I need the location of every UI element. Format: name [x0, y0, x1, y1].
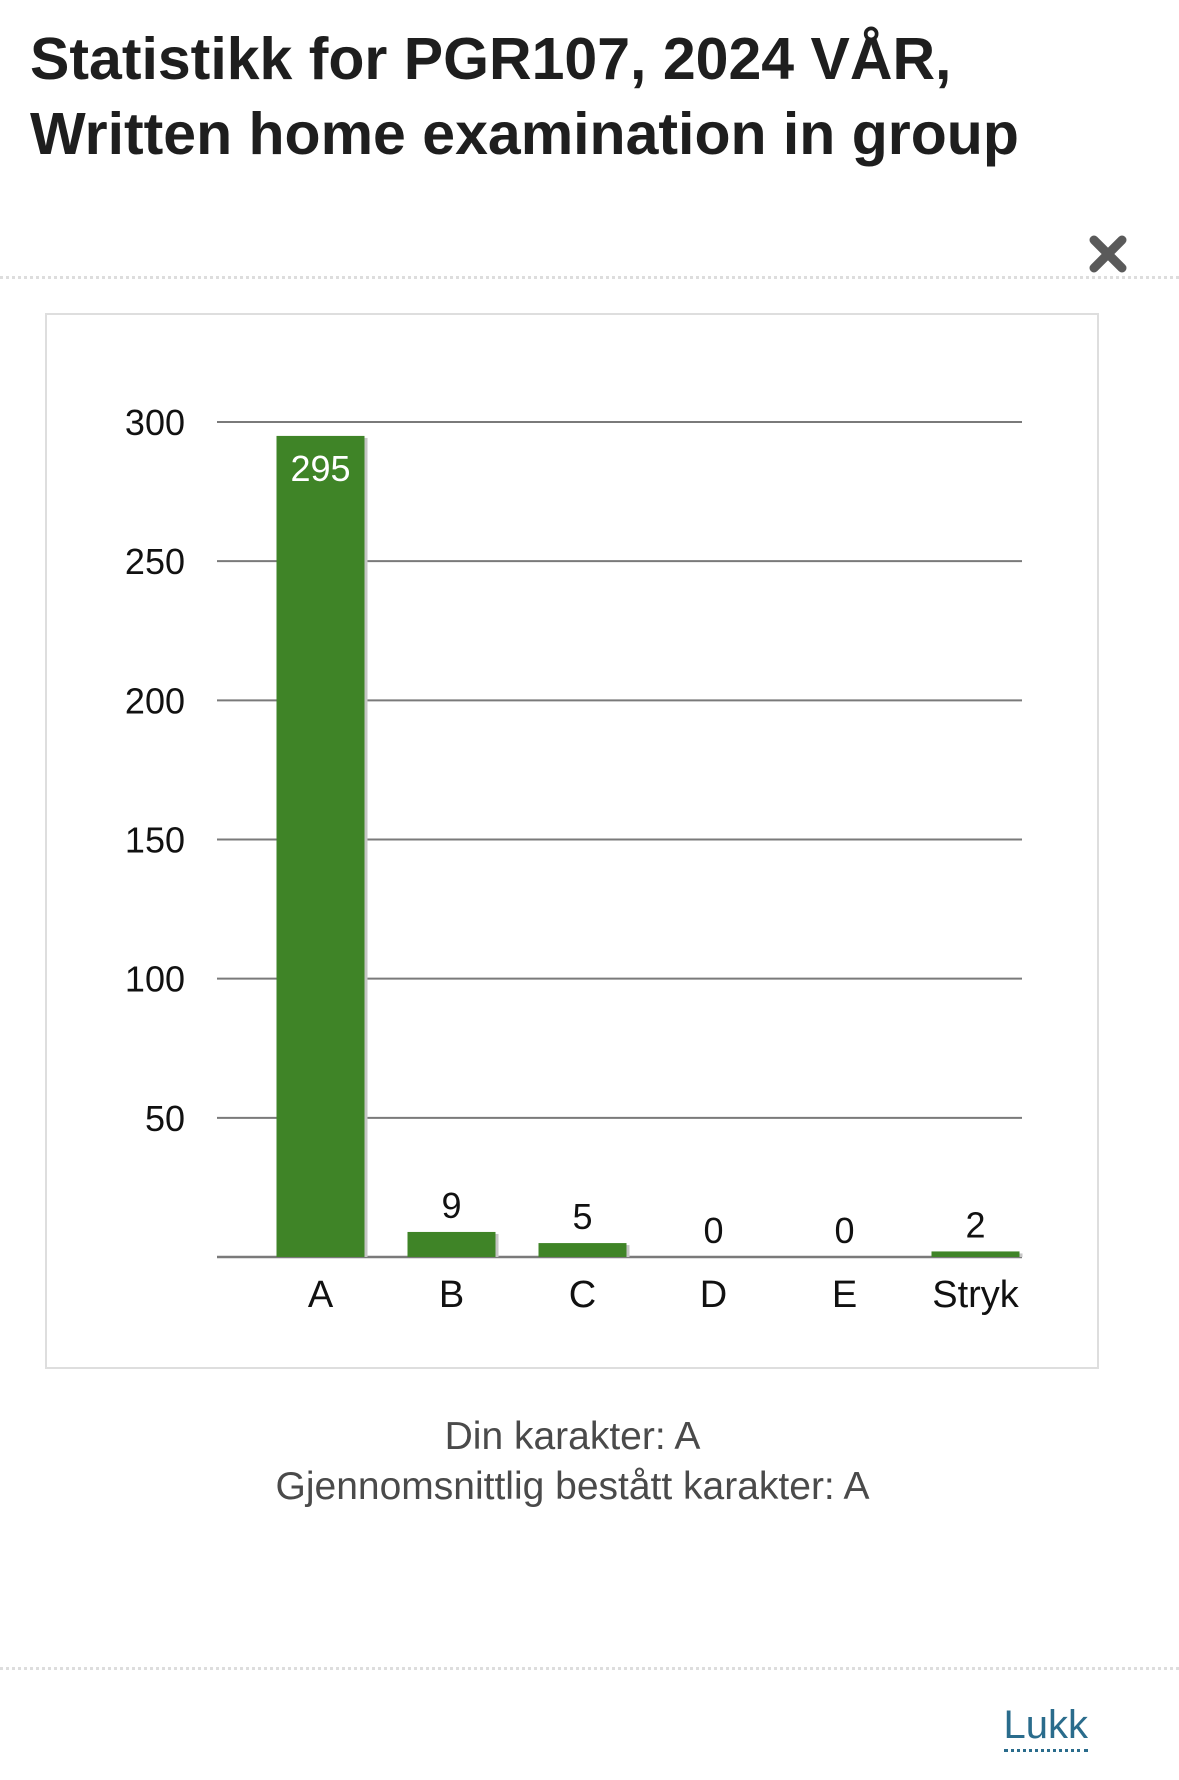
x-tick-label: D [700, 1274, 727, 1316]
y-tick-label: 50 [145, 1098, 185, 1139]
data-label: 0 [834, 1210, 854, 1251]
x-tick-label: B [439, 1274, 464, 1316]
top-divider [0, 276, 1179, 279]
close-link[interactable]: Lukk [1003, 1701, 1088, 1752]
bar-a [276, 435, 365, 1258]
own-grade-text: Din karakter: A [444, 1415, 701, 1458]
x-tick-label: E [832, 1274, 857, 1316]
y-tick-label: 300 [125, 402, 185, 443]
chart-container: 50 100 150 200 250 300 295 A 9 B 5 C 0 D 0 E 2 Stryk [45, 313, 1099, 1369]
close-icon[interactable] [1086, 232, 1130, 276]
data-label: 5 [572, 1196, 592, 1237]
dialog-title: Statistikk for PGR107, 2024 VÅR, Written… [30, 22, 1130, 172]
y-tick-label: 250 [125, 541, 185, 582]
bottom-divider [0, 1667, 1179, 1670]
y-tick-label: 150 [125, 820, 185, 861]
bar-c [538, 1243, 627, 1257]
bar-b [407, 1231, 496, 1257]
data-label: 295 [290, 448, 350, 489]
x-tick-label: C [569, 1274, 596, 1316]
x-tick-label: A [308, 1274, 334, 1316]
dialog-title-line-1: Statistikk for PGR107, 2024 VÅR, [30, 26, 952, 92]
data-label: 0 [703, 1210, 723, 1251]
grade-distribution-chart: 50 100 150 200 250 300 295 A 9 B 5 C 0 D 0 E 2 Stryk [125, 402, 1023, 1316]
bar-stryk [931, 1251, 1020, 1257]
y-tick-label: 200 [125, 680, 185, 721]
dialog-title-line-2: Written home examination in group [30, 101, 1019, 167]
average-grade-text: Gjennomsnittlig bestått karakter: A [275, 1465, 870, 1508]
data-label: 2 [965, 1204, 985, 1245]
y-tick-label: 100 [125, 959, 185, 1000]
x-tick-label: Stryk [932, 1274, 1020, 1316]
data-label: 9 [441, 1185, 461, 1226]
